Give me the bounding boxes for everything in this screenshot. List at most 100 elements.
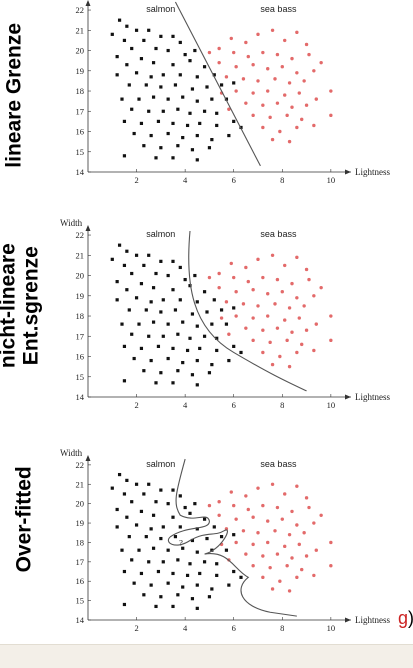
salmon-point xyxy=(195,358,199,363)
sea-bass-point xyxy=(270,137,275,142)
salmon-point xyxy=(159,536,163,541)
salmon-point xyxy=(171,121,175,126)
salmon-point xyxy=(232,81,236,85)
salmon-point xyxy=(210,322,214,326)
class-label-salmon: salmon xyxy=(146,459,175,469)
salmon-point xyxy=(156,344,161,348)
salmon-point xyxy=(166,273,170,278)
salmon-point xyxy=(139,509,144,514)
salmon-point xyxy=(171,488,175,492)
sea-bass-point xyxy=(329,314,333,318)
y-tick-label: 14 xyxy=(76,615,85,625)
salmon-point xyxy=(139,282,144,286)
salmon-point xyxy=(159,595,163,599)
sea-bass-point xyxy=(229,36,233,41)
sea-bass-point xyxy=(256,257,260,262)
sea-bass-point xyxy=(295,350,299,355)
salmon-point xyxy=(120,97,124,101)
fragment-black: ) xyxy=(408,608,413,628)
sea-bass-point xyxy=(234,540,238,545)
salmon-point xyxy=(122,38,127,43)
sea-bass-point xyxy=(246,507,250,512)
salmon-point xyxy=(198,346,202,351)
salmon-point xyxy=(171,346,175,351)
salmon-point xyxy=(151,513,156,517)
sea-bass-point xyxy=(314,97,318,101)
salmon-point xyxy=(122,154,127,158)
y-tick-label: 15 xyxy=(76,147,85,157)
salmon-point xyxy=(207,146,212,150)
salmon-point xyxy=(219,308,224,312)
salmon-point xyxy=(232,533,236,537)
salmon-point xyxy=(134,28,139,32)
class-label-sea-bass: sea bass xyxy=(260,4,297,14)
salmon-point xyxy=(156,569,161,574)
sea-bass-point xyxy=(295,523,299,527)
salmon-point xyxy=(122,263,127,268)
x-tick-label: 4 xyxy=(183,175,188,185)
salmon-point xyxy=(159,310,163,314)
salmon-point xyxy=(224,548,229,552)
sea-bass-point xyxy=(307,505,311,510)
salmon-point xyxy=(171,34,175,38)
salmon-point xyxy=(178,265,182,270)
bottom-bar xyxy=(0,644,413,668)
sea-bass-point xyxy=(244,40,248,45)
salmon-point xyxy=(210,97,214,101)
sea-bass-point xyxy=(290,556,294,560)
sea-bass-point xyxy=(261,125,265,130)
y-tick-label: 19 xyxy=(76,66,85,76)
salmon-point xyxy=(149,527,153,531)
sea-bass-point xyxy=(287,364,292,369)
salmon-point xyxy=(147,28,151,32)
sea-bass-point xyxy=(244,101,248,105)
salmon-point xyxy=(122,379,127,383)
sea-bass-point xyxy=(224,75,229,79)
salmon-point xyxy=(178,73,182,77)
sea-bass-point xyxy=(290,105,294,109)
sea-bass-point xyxy=(234,314,238,318)
salmon-point xyxy=(154,381,158,385)
sea-bass-point xyxy=(300,117,304,122)
salmon-point xyxy=(190,597,195,601)
y-tick-label: 17 xyxy=(76,106,85,116)
salmon-point xyxy=(171,604,175,609)
sea-bass-point xyxy=(234,290,238,294)
salmon-point xyxy=(188,336,192,340)
x-axis-label: Lightness xyxy=(355,615,390,625)
salmon-point xyxy=(149,75,153,79)
y-tick-label: 22 xyxy=(76,230,85,240)
sea-bass-point xyxy=(246,54,250,59)
sea-bass-point xyxy=(302,531,306,535)
salmon-point xyxy=(134,523,139,527)
salmon-point xyxy=(202,109,207,113)
salmon-point xyxy=(166,548,170,552)
salmon-point xyxy=(227,358,231,363)
salmon-point xyxy=(159,371,163,375)
salmon-point xyxy=(176,593,180,597)
sea-bass-point xyxy=(312,69,316,73)
sea-bass-point xyxy=(295,296,299,300)
sea-bass-point xyxy=(251,338,255,343)
salmon-point xyxy=(161,109,165,113)
salmon-point xyxy=(147,560,151,564)
panel-linear: lineare Grenze 2 4 6 8 10 14 15 16 17 18 19 20 21 22 L… xyxy=(0,0,413,208)
sea-bass-point xyxy=(275,326,280,330)
x-tick-label: 6 xyxy=(232,400,236,410)
sea-bass-point xyxy=(304,328,309,332)
y-tick-label: 20 xyxy=(76,499,85,509)
sea-bass-point xyxy=(304,554,309,558)
sea-bass-point xyxy=(307,52,311,57)
y-tick-label: 15 xyxy=(76,596,85,606)
sea-bass-point xyxy=(304,267,309,272)
salmon-point xyxy=(173,308,178,312)
salmon-point xyxy=(125,63,129,67)
salmon-point xyxy=(147,334,151,338)
sea-bass-point xyxy=(287,139,292,144)
sea-bass-point xyxy=(295,30,299,35)
panel-curved: nicht-lineare Ent.sgrenze 2 4 6 8 10 14 15 16 17… xyxy=(0,208,413,420)
salmon-point xyxy=(139,121,144,126)
y-tick-label: 21 xyxy=(76,250,85,260)
sea-bass-point xyxy=(329,540,333,545)
salmon-point xyxy=(176,558,180,562)
